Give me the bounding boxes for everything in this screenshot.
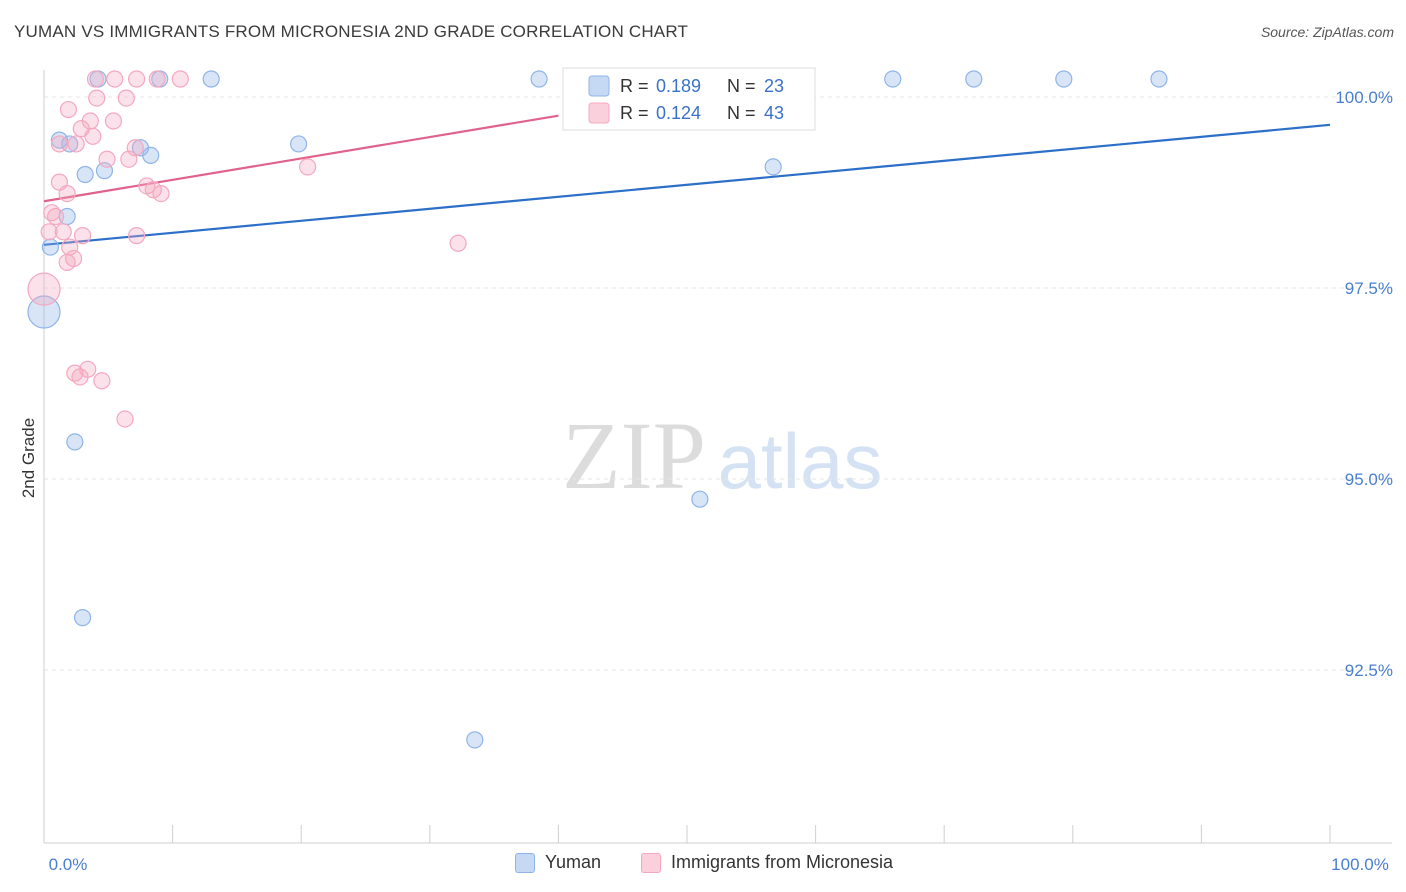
point-micronesia[interactable] xyxy=(27,272,61,306)
y-tick-label: 100.0% xyxy=(1335,88,1393,107)
legend-item-micronesia[interactable]: Immigrants from Micronesia xyxy=(641,852,893,873)
point-micronesia[interactable] xyxy=(171,70,189,88)
legend-r-label-micronesia: R = xyxy=(620,103,649,123)
point-yuman[interactable] xyxy=(66,433,84,451)
point-micronesia[interactable] xyxy=(98,150,116,168)
chart-title: YUMAN VS IMMIGRANTS FROM MICRONESIA 2ND … xyxy=(14,22,689,41)
point-micronesia[interactable] xyxy=(84,127,102,145)
source-credit: Source: ZipAtlas.com xyxy=(1260,24,1394,40)
y-tick-labels: 100.0% 97.5% 95.0% 92.5% xyxy=(1335,88,1393,680)
legend-swatch-yuman xyxy=(588,75,610,97)
x-ticks xyxy=(43,825,1331,843)
point-micronesia[interactable] xyxy=(40,223,58,241)
point-micronesia[interactable] xyxy=(127,70,146,88)
point-micronesia[interactable] xyxy=(299,158,317,176)
y-tick-label: 92.5% xyxy=(1345,661,1393,680)
trend-line-micronesia xyxy=(43,114,559,203)
point-micronesia[interactable] xyxy=(449,234,467,252)
stats-legend: R = 0.189 N = 23 R = 0.124 N = 43 xyxy=(562,67,816,131)
point-yuman[interactable] xyxy=(202,70,220,88)
point-micronesia[interactable] xyxy=(93,372,111,390)
point-yuman[interactable] xyxy=(965,70,983,88)
point-micronesia[interactable] xyxy=(46,207,65,226)
point-yuman[interactable] xyxy=(27,295,61,329)
point-micronesia[interactable] xyxy=(67,135,85,153)
legend-n-label-yuman: N = xyxy=(727,76,756,96)
point-micronesia[interactable] xyxy=(58,185,76,203)
point-yuman[interactable] xyxy=(884,70,902,88)
trend-lines xyxy=(43,114,1331,246)
point-micronesia[interactable] xyxy=(116,410,134,428)
point-micronesia[interactable] xyxy=(106,70,124,88)
watermark-zip: ZIP xyxy=(562,402,706,509)
point-micronesia[interactable] xyxy=(73,227,92,245)
point-yuman[interactable] xyxy=(290,135,308,153)
legend-r-value-yuman: 0.189 xyxy=(656,76,701,96)
legend-r-label-yuman: R = xyxy=(620,76,649,96)
point-micronesia[interactable] xyxy=(148,70,166,88)
point-yuman[interactable] xyxy=(50,131,69,149)
point-micronesia[interactable] xyxy=(104,112,123,130)
point-micronesia[interactable] xyxy=(86,70,105,88)
legend-r-value-micronesia: 0.124 xyxy=(656,103,701,123)
x-tick-label-min: 0.0% xyxy=(49,855,88,874)
y-tick-label: 97.5% xyxy=(1345,279,1393,298)
trend-line-yuman xyxy=(43,123,1331,246)
point-micronesia[interactable] xyxy=(152,185,170,203)
point-yuman[interactable] xyxy=(530,70,548,88)
point-micronesia[interactable] xyxy=(79,360,97,378)
point-micronesia[interactable] xyxy=(54,223,72,241)
y-axis-label: 2nd Grade xyxy=(19,418,38,498)
point-micronesia[interactable] xyxy=(59,100,78,119)
point-micronesia[interactable] xyxy=(120,150,138,168)
legend-swatch-yuman-bottom xyxy=(515,852,535,873)
point-yuman[interactable] xyxy=(1150,70,1168,88)
x-tick-label-max: 100.0% xyxy=(1331,855,1389,874)
legend-n-value-micronesia: 43 xyxy=(764,103,784,123)
legend-n-value-yuman: 23 xyxy=(764,76,784,96)
point-yuman[interactable] xyxy=(1055,70,1073,88)
data-points xyxy=(27,70,1168,749)
point-yuman[interactable] xyxy=(142,146,160,164)
legend-label-micronesia: Immigrants from Micronesia xyxy=(671,852,894,872)
point-yuman[interactable] xyxy=(41,238,60,256)
legend-item-yuman[interactable]: Yuman xyxy=(515,852,601,873)
y-tick-label: 95.0% xyxy=(1345,470,1393,489)
point-yuman[interactable] xyxy=(691,490,709,508)
point-yuman[interactable] xyxy=(466,731,484,749)
point-micronesia[interactable] xyxy=(117,89,135,107)
point-yuman[interactable] xyxy=(76,165,94,184)
point-micronesia[interactable] xyxy=(127,227,146,245)
point-yuman[interactable] xyxy=(764,158,782,176)
legend-label-yuman: Yuman xyxy=(545,852,602,872)
point-yuman[interactable] xyxy=(73,609,92,627)
bottom-legend: Yuman Immigrants from Micronesia xyxy=(0,852,1406,876)
watermark-atlas: atlas xyxy=(718,417,883,505)
axes xyxy=(43,70,1392,844)
legend-swatch-micronesia xyxy=(588,102,610,124)
legend-swatch-micronesia-bottom xyxy=(641,852,661,873)
legend-n-label-micronesia: N = xyxy=(727,103,756,123)
watermark: ZIP atlas xyxy=(562,402,882,509)
point-micronesia[interactable] xyxy=(58,253,76,271)
point-micronesia[interactable] xyxy=(144,181,162,199)
point-micronesia[interactable] xyxy=(50,135,69,153)
point-micronesia[interactable] xyxy=(88,89,106,107)
